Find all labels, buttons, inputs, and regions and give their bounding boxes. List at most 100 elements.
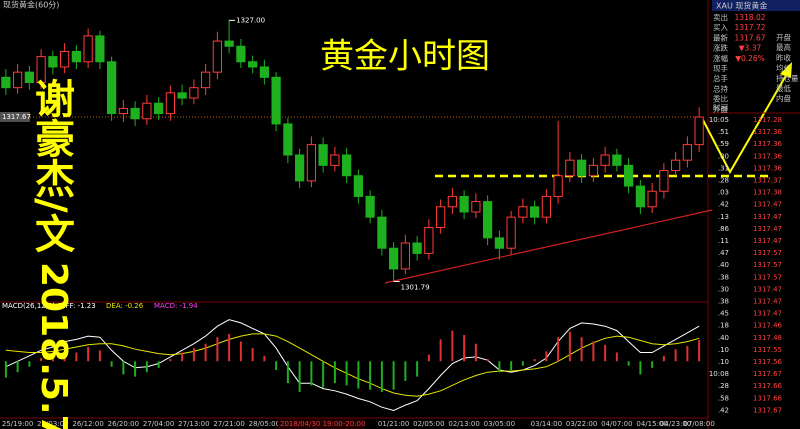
quote-label: 涨幅 xyxy=(713,53,728,63)
date: 2018.5.7 xyxy=(33,262,74,429)
x-tick-label: 03/14:00 xyxy=(531,420,562,428)
candle-body xyxy=(647,190,657,208)
x-tick-label: 25/19:00 xyxy=(2,420,33,428)
candle-body xyxy=(483,201,493,239)
candle-body xyxy=(271,76,281,125)
last-price-box xyxy=(0,111,30,122)
trade-time: .86 xyxy=(718,225,730,233)
trade-time: .59 xyxy=(718,140,729,148)
tab[interactable] xyxy=(712,0,800,11)
macd-line xyxy=(5,333,700,397)
candle-body xyxy=(259,66,269,78)
quote-side-label: 均价 xyxy=(776,63,791,73)
candle-body xyxy=(165,92,175,115)
x-tick-label: 07/08:00 xyxy=(683,420,714,428)
tab-label[interactable]: XAU 现货黄金 xyxy=(716,1,767,11)
x-tick-label: 02/05:00 xyxy=(413,420,444,428)
trade-price: 1317.47 xyxy=(753,213,782,221)
candle-body xyxy=(154,102,164,115)
candle-body xyxy=(377,216,387,249)
trade-price: 1317.56 xyxy=(753,358,782,366)
x-tick-label: 27/13:00 xyxy=(178,420,209,428)
quote-value: ▼0.26% xyxy=(735,54,765,63)
trade-price: 1317.36 xyxy=(753,152,782,160)
candle-body xyxy=(24,71,34,84)
trade-price: 1317.57 xyxy=(753,249,782,257)
candle-body xyxy=(60,50,70,68)
candle-body xyxy=(588,164,598,177)
trade-price: 1317.36 xyxy=(753,140,782,148)
trade-time: .30 xyxy=(718,285,729,293)
symbol-label: 现货黄金(60分) xyxy=(3,0,59,10)
quote-value: 1317.72 xyxy=(734,23,765,32)
macd-line xyxy=(5,319,700,412)
trade-price: 1317.28 xyxy=(753,116,782,124)
quote-label: 总持 xyxy=(713,83,728,93)
candle-body xyxy=(518,206,528,218)
trade-price: 1317.47 xyxy=(753,310,782,318)
list-header: 时间 xyxy=(713,102,728,112)
trade-time: 10:08 xyxy=(709,370,729,378)
low-label: 1301.79 xyxy=(401,283,430,291)
candle-body xyxy=(318,144,328,166)
x-tick-label: 04/15:00 xyxy=(636,420,667,428)
trade-price: 1317.66 xyxy=(753,394,782,402)
trade-price: 1317.47 xyxy=(753,201,782,209)
candle-body xyxy=(553,175,563,197)
x-tick-label: 02/13:00 xyxy=(448,420,479,428)
candle-body xyxy=(635,185,645,208)
cursor-box xyxy=(278,419,364,429)
trade-price: 1317.67 xyxy=(753,406,782,414)
trade-time: .11 xyxy=(718,237,729,245)
candle-body xyxy=(330,154,340,166)
quote-side-label: 昨收 xyxy=(776,52,791,62)
candle-body xyxy=(142,102,152,120)
trade-price: 1317.37 xyxy=(753,177,782,185)
candle-body xyxy=(295,154,305,182)
candle-body xyxy=(189,87,199,99)
candle-body xyxy=(342,154,352,177)
quote-value: ▼3.37 xyxy=(739,44,762,53)
trade-price: 1317.57 xyxy=(753,273,782,281)
candle-body xyxy=(353,175,363,197)
trade-price: 1317.47 xyxy=(753,298,782,306)
x-tick-label: 03/22:00 xyxy=(566,420,597,428)
last-price-label: 1317.67 xyxy=(2,113,31,121)
x-tick-label: 27/04:00 xyxy=(143,420,174,428)
candle-body xyxy=(48,56,58,68)
candle-body xyxy=(694,116,704,146)
quote-label: 买入 xyxy=(713,23,728,32)
quote-label: 最新 xyxy=(713,32,728,42)
legend-label: DIFF: -1.23 xyxy=(58,302,96,310)
trade-time: .42 xyxy=(718,201,729,209)
trade-time: 10:05 xyxy=(709,116,729,124)
candle-body xyxy=(71,50,81,63)
quote-side-label: 最高 xyxy=(776,42,791,52)
quote-side-label: 内盘 xyxy=(776,93,791,103)
quote-side-label: 持仓量 xyxy=(776,73,799,83)
candle-body xyxy=(13,71,23,89)
candle-body xyxy=(577,159,587,177)
quote-value: 1318.02 xyxy=(734,13,765,22)
quote-label: 卖出 xyxy=(713,12,728,22)
trade-time: .10 xyxy=(718,346,729,354)
x-tick-label: 03/05:00 xyxy=(484,420,515,428)
x-tick-label: 28/05:00 xyxy=(249,420,280,428)
trade-time: .38 xyxy=(718,298,729,306)
candle-body xyxy=(447,195,457,208)
candle-body xyxy=(118,107,128,115)
quote-side-label: 最低 xyxy=(776,83,791,93)
trade-price: 1317.36 xyxy=(753,128,782,136)
trade-time: .40 xyxy=(718,334,729,342)
trade-price: 1317.36 xyxy=(753,164,782,172)
trade-price: 1317.47 xyxy=(753,285,782,293)
trade-time: .03 xyxy=(718,189,729,197)
legend-label: MACD: -1.94 xyxy=(154,302,198,310)
x-tick-label: 26/12:00 xyxy=(72,420,103,428)
x-tick-label: 04/07:00 xyxy=(601,420,632,428)
candle-body xyxy=(236,45,246,63)
high-label: 1327.00 xyxy=(236,16,265,24)
trend-line xyxy=(384,209,713,284)
cursor-label: 2018/04/30 19:00-20:00 xyxy=(280,420,365,428)
candle-body xyxy=(283,123,293,156)
